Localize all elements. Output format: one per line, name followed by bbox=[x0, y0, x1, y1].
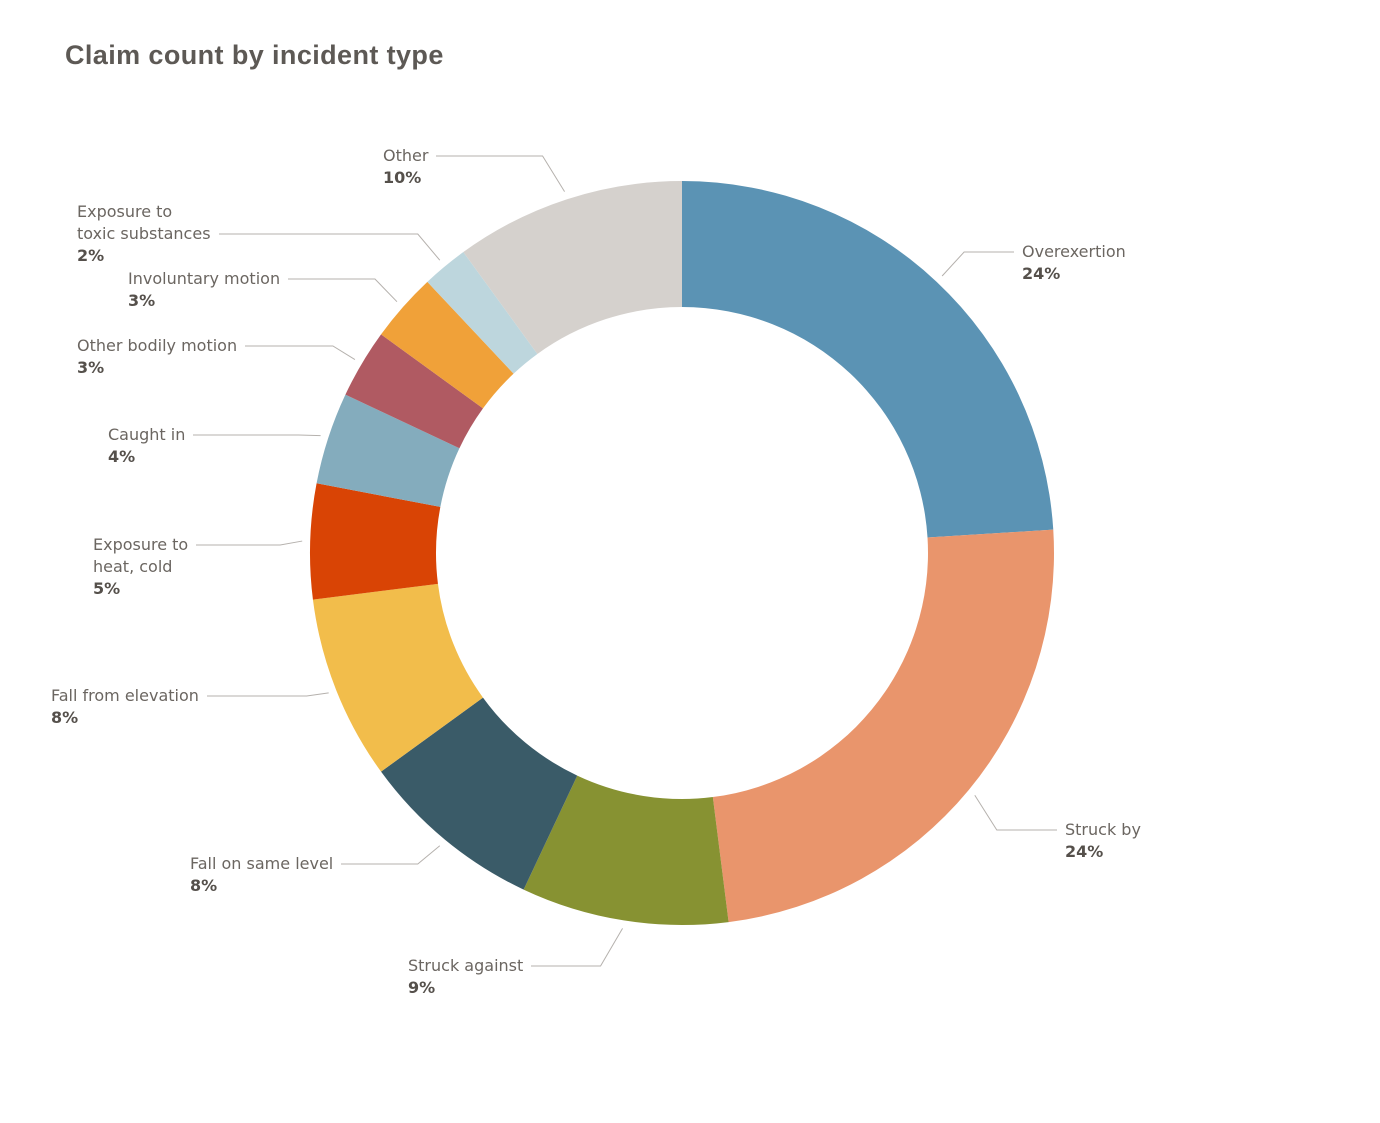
connector-line-involuntary-motion bbox=[288, 278, 398, 303]
donut-slice-other-bodily-motion[interactable] bbox=[345, 334, 483, 449]
connector-line-exposure-to-toxic-substances bbox=[219, 233, 441, 261]
connector-line-fall-on-same-level bbox=[341, 845, 441, 865]
connector-line-caught-in bbox=[193, 434, 321, 437]
donut-slice-involuntary-motion[interactable] bbox=[381, 281, 514, 409]
connector-line-struck-by bbox=[974, 794, 1057, 831]
connector-line-fall-from-elevation bbox=[207, 692, 329, 697]
connector-line-struck-against bbox=[531, 928, 623, 967]
donut-slice-struck-by[interactable] bbox=[712, 529, 1054, 923]
donut-slice-overexertion[interactable] bbox=[682, 181, 1054, 538]
donut-slice-struck-against[interactable] bbox=[523, 775, 729, 925]
donut-slice-exposure-to-heat-cold[interactable] bbox=[310, 483, 441, 600]
donut-slice-caught-in[interactable] bbox=[316, 394, 460, 507]
connector-line-other-bodily-motion bbox=[245, 345, 356, 360]
connector-line-overexertion bbox=[941, 251, 1014, 277]
chart-title: Claim count by incident type bbox=[65, 40, 444, 70]
connector-line-exposure-to-heat-cold bbox=[196, 540, 303, 546]
connector-line-other bbox=[436, 155, 565, 192]
donut-slice-exposure-to-toxic-substances[interactable] bbox=[427, 252, 538, 374]
donut-slice-other[interactable] bbox=[463, 181, 682, 354]
donut-slice-fall-from-elevation[interactable] bbox=[312, 583, 483, 772]
donut-slice-fall-on-same-level[interactable] bbox=[381, 697, 578, 890]
